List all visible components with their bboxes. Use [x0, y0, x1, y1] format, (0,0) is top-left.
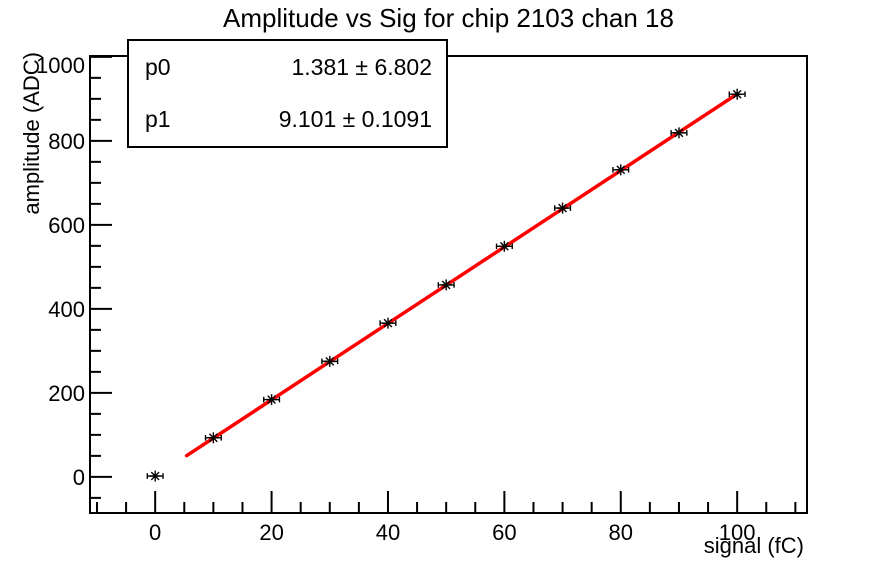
- x-tick-label: 20: [259, 520, 283, 545]
- y-tick-label: 400: [48, 297, 85, 322]
- fit-line: [184, 92, 739, 458]
- data-point-marker: [732, 89, 742, 99]
- data-point-marker: [441, 280, 451, 290]
- x-tick-label: 40: [376, 520, 400, 545]
- x-axis-title: signal (fC): [703, 533, 804, 558]
- y-tick-label: 0: [73, 465, 85, 490]
- y-tick-label: 1000: [36, 53, 85, 78]
- x-tick-label: 100: [719, 520, 756, 545]
- y-tick-label: 600: [48, 213, 85, 238]
- plot-frame: [89, 55, 808, 514]
- data-point-marker: [383, 318, 393, 328]
- y-tick-label: 800: [48, 129, 85, 154]
- x-tick-label: 80: [609, 520, 633, 545]
- stats-row-p1: p1 9.101 ± 0.1091: [129, 94, 446, 147]
- stats-row-p0: p0 1.381 ± 6.802: [129, 41, 446, 94]
- param-name-p0: p0: [145, 53, 171, 80]
- data-point-marker: [325, 356, 335, 366]
- data-point-marker: [616, 165, 626, 175]
- data-point-marker: [208, 433, 218, 443]
- param-value-p0: 1.381 ± 6.802: [291, 53, 432, 80]
- fit-stats-box: p0 1.381 ± 6.802 p1 9.101 ± 0.1091: [127, 39, 448, 148]
- data-point-marker: [674, 128, 684, 138]
- param-value-p1: 9.101 ± 0.1091: [278, 106, 432, 133]
- chart-title: Amplitude vs Sig for chip 2103 chan 18: [223, 3, 674, 33]
- data-point-marker: [267, 395, 276, 404]
- y-axis-title: amplitude (ADC): [19, 52, 44, 215]
- data-point-marker: [499, 241, 509, 251]
- param-name-p1: p1: [145, 106, 171, 133]
- x-tick-label: 0: [149, 520, 161, 545]
- data-point-marker: [558, 203, 567, 213]
- y-tick-label: 200: [48, 381, 85, 406]
- data-point-marker: [150, 471, 160, 481]
- x-tick-label: 60: [492, 520, 516, 545]
